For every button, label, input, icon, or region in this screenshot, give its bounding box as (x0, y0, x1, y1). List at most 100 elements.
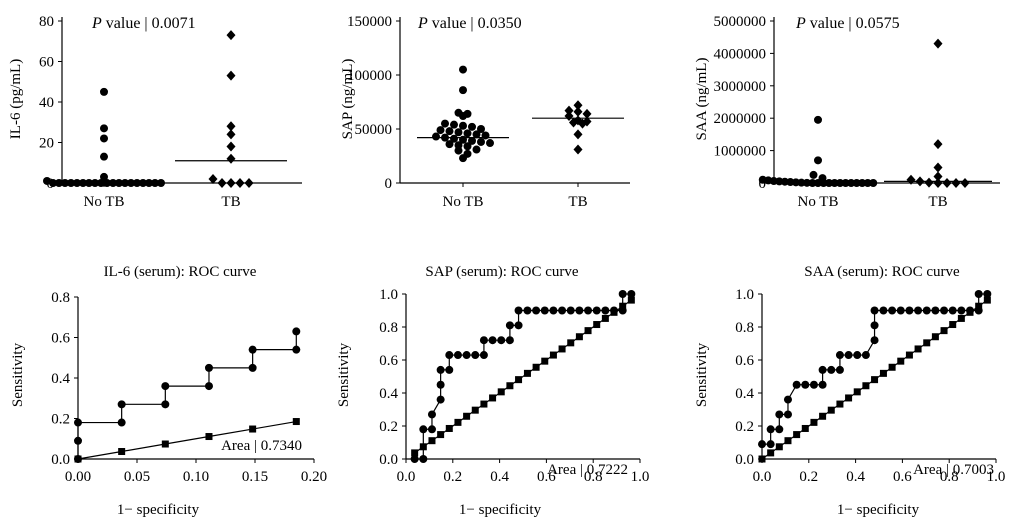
reference-point (249, 425, 257, 433)
data-point (235, 178, 245, 188)
scatter-il6-panel: IL-6 (pg/mL) P value | 0.0071 020406080N… (8, 14, 302, 210)
data-point (244, 178, 254, 188)
data-point (459, 65, 467, 74)
reference-point (949, 321, 957, 329)
roc-point (497, 336, 506, 345)
reference-line (77, 420, 297, 460)
reference-point (463, 412, 471, 420)
x-tick-label: 0.2 (443, 469, 462, 485)
data-point (436, 126, 445, 135)
reference-point (767, 449, 775, 457)
data-point (477, 125, 485, 133)
p-value-annotation: P value | 0.0071 (91, 15, 196, 32)
roc-point (575, 306, 584, 315)
data-point (573, 144, 583, 155)
reference-point (118, 448, 126, 456)
reference-point (292, 418, 300, 426)
x-axis-label: 1− specificity (117, 502, 200, 518)
data-point (226, 30, 236, 41)
area-label: Area | 0.7340 (221, 438, 302, 454)
data-point (226, 178, 236, 188)
data-point (217, 178, 227, 188)
y-tick-label: 50000 (355, 122, 393, 138)
data-point (933, 171, 943, 182)
chart-title: IL-6 (serum): ROC curve (104, 264, 257, 280)
roc-sap-panel: SAP (serum): ROC curve Sensitivity 1− sp… (336, 264, 649, 518)
reference-point (541, 357, 549, 365)
x-tick-label: No TB (84, 194, 125, 210)
data-point (481, 131, 490, 140)
reference-point (445, 424, 453, 432)
roc-point (783, 410, 792, 419)
data-point (459, 121, 467, 130)
data-point (432, 132, 440, 141)
roc-point (801, 380, 810, 389)
roc-point (957, 306, 966, 315)
x-tick-label: 0.15 (242, 469, 268, 485)
reference-point (437, 431, 445, 439)
data-point (226, 70, 236, 81)
y-axis-label: IL-6 (pg/mL) (8, 59, 24, 139)
data-point (582, 108, 592, 119)
reference-point (931, 333, 939, 341)
roc-point (514, 321, 523, 330)
reference-point (836, 400, 844, 408)
reference-point (532, 363, 540, 371)
scatter-saa-panel: SAA (ng/mL) P value | 0.0575 0 1000000 200… (694, 14, 1000, 210)
roc-point (914, 306, 923, 315)
roc-point (931, 306, 940, 315)
data-point (445, 140, 454, 149)
x-tick-label: 0.2 (799, 469, 818, 485)
reference-point (593, 321, 601, 329)
roc-point (922, 306, 931, 315)
x-tick-label: 0.4 (846, 469, 865, 485)
p-value-annotation: P value | 0.0350 (417, 15, 522, 32)
roc-point (592, 306, 601, 315)
reference-point (610, 308, 618, 316)
data-point (569, 117, 578, 128)
reference-point (419, 443, 427, 451)
roc-point (436, 365, 445, 374)
reference-point (161, 440, 169, 448)
data-point (454, 128, 463, 137)
reference-point (74, 455, 82, 463)
data-point (942, 178, 952, 188)
y-tick-label: 40 (39, 95, 54, 111)
data-point (578, 118, 587, 129)
roc-point (861, 351, 870, 360)
data-point (463, 142, 472, 151)
x-tick-label: 0.8 (584, 469, 603, 485)
data-point (924, 177, 934, 188)
y-axis-label: Sensitivity (10, 342, 26, 407)
p-symbol: P (795, 15, 806, 32)
roc-point (818, 380, 827, 389)
roc-point (74, 418, 82, 427)
y-tick-label: 100000 (347, 68, 392, 84)
reference-point (758, 455, 766, 463)
y-tick-label: 60 (39, 55, 54, 71)
roc-point (775, 425, 784, 434)
y-axis-label: SAP (ng/mL) (340, 59, 356, 140)
reference-point (567, 339, 575, 347)
roc-point (479, 351, 488, 360)
data-point (573, 100, 583, 111)
roc-point (117, 400, 126, 409)
y-axis-label: Sensitivity (336, 342, 352, 407)
y-tick-label: 3000000 (714, 79, 767, 95)
reference-point (966, 308, 974, 316)
roc-point (540, 306, 549, 315)
reference-point (827, 406, 835, 414)
y-tick-label: 0.8 (379, 320, 398, 336)
x-tick-label: 0.10 (183, 469, 209, 485)
data-point (869, 179, 878, 187)
chart-title: SAP (serum): ROC curve (425, 264, 579, 280)
data-point (468, 122, 476, 131)
data-point (226, 153, 236, 164)
roc-point (292, 327, 301, 336)
y-tick-label: 0.4 (51, 371, 70, 387)
roc-point (427, 410, 436, 419)
y-tick-label: 1000000 (714, 144, 767, 160)
y-tick-label: 0.0 (51, 452, 70, 468)
roc-point (248, 363, 257, 372)
